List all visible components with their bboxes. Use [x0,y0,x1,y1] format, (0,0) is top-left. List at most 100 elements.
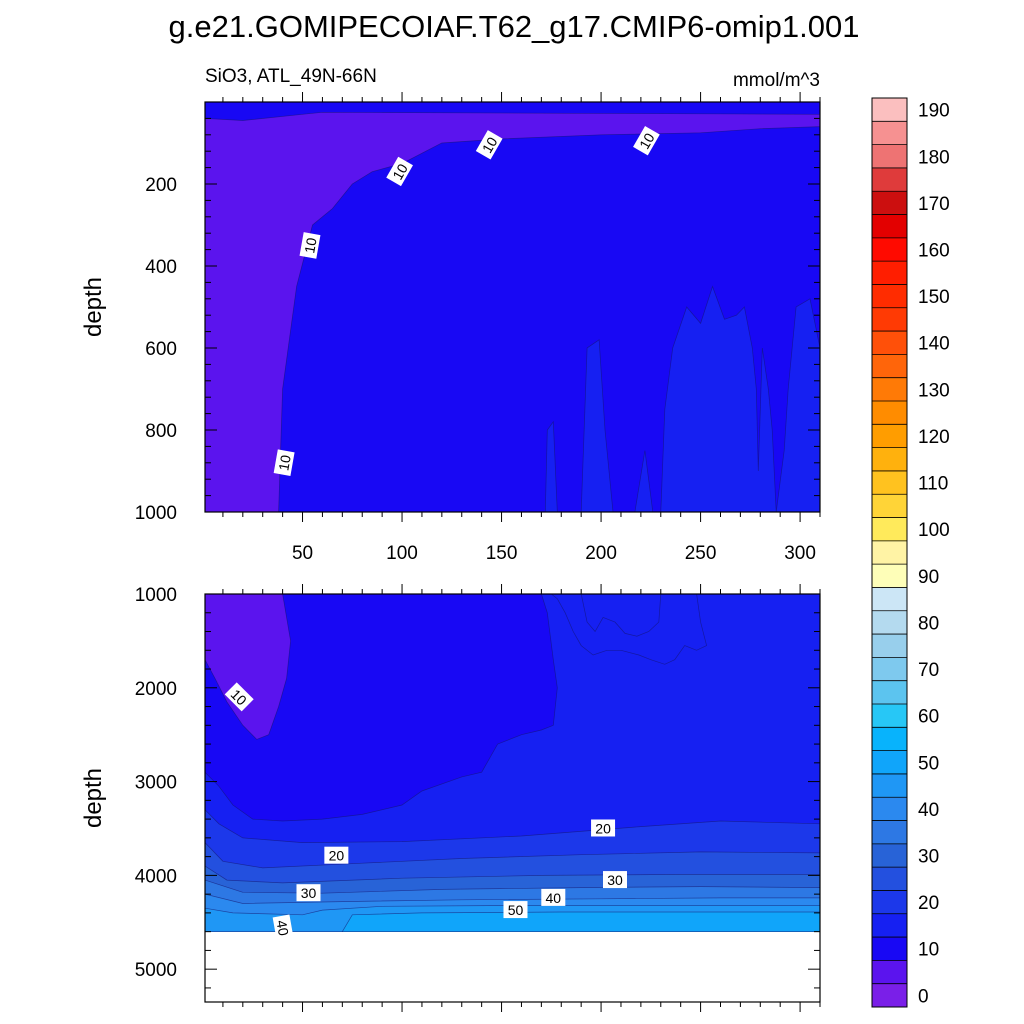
colorbar-label: 90 [918,567,939,588]
colorbar-box [872,890,907,915]
colorbar-box [872,773,907,798]
colorbar-label: 170 [918,194,950,215]
colorbar-label: 100 [918,520,950,541]
contour-label: 10 [273,449,295,477]
contour-label: 10 [299,232,321,259]
contour-label-box [475,130,503,160]
x-tick-label: 150 [486,543,518,564]
colorbar-frame [871,97,908,1008]
colorbar-label: 160 [918,241,950,262]
y-tick-label: 5000 [135,960,177,981]
colorbar-box [872,121,907,145]
contour-label-text: 20 [595,820,611,836]
contour-label-box [296,884,321,902]
colorbar-box [872,610,907,635]
contour-fill-15-20 [550,593,708,665]
contour-label: 10 [475,130,503,160]
plot-frame [204,593,821,1003]
contour-label-box [224,682,254,712]
contour-label: 10 [224,682,254,712]
x-tick-label: 100 [386,543,418,564]
y-tick-label: 1000 [135,585,177,606]
contour-label: 10 [386,156,413,187]
colorbar-box [872,354,907,378]
colorbar-box [872,261,907,285]
x-tick-label: 50 [292,543,313,564]
contour-label-text: 10 [479,134,501,156]
colorbar-box [872,214,907,239]
colorbar-label: 60 [918,707,939,728]
colorbar-box [872,191,907,215]
y-axis-label: depth [80,768,107,828]
contour-label-box [503,901,528,919]
contour-label-text: 10 [275,454,293,472]
colorbar-box [872,377,907,402]
colorbar-label: 190 [918,101,950,122]
colorbar-box [872,237,907,262]
y-tick-label: 200 [145,175,177,196]
contour-label-box [324,846,349,864]
contour-label-box [299,232,321,259]
contour-label-box [633,126,660,156]
colorbar-box [872,843,907,868]
lower-panel: 1000 2000 3000 4000 5000 depth 10 20 20 30 30 40 40 5… [80,584,821,1012]
colorbar-label: 10 [918,940,939,961]
colorbar-label: 70 [918,660,939,681]
colorbar-box [872,517,907,542]
contour-label: 20 [591,819,616,837]
contour-label-box [591,819,616,837]
contour-label: 30 [603,871,627,889]
colorbar-label: 130 [918,380,950,401]
colorbar-box [872,284,907,309]
colorbar-box [872,564,907,588]
colorbar-box [872,820,907,845]
y-tick-label: 4000 [135,866,177,887]
colorbar-box [872,144,907,169]
colorbar-box [872,307,907,332]
contour-label-box [272,914,294,942]
colorbar-box [872,797,907,821]
y-tick-label: 400 [145,257,177,278]
contour-fill-10-15 [204,593,558,822]
contour-fill-50-55 [341,911,821,933]
y-tick-label: 800 [145,421,177,442]
colorbar-box [872,634,907,658]
y-tick-label: 1000 [135,503,177,524]
contour-label-box [273,449,295,477]
colorbar-box [872,704,907,728]
contour-label-text: 10 [389,161,411,183]
colorbar-box [872,657,907,681]
colorbar-label: 30 [918,847,939,868]
colorbar-box [872,447,907,472]
contour-label-text: 50 [508,902,524,918]
contour-label: 20 [324,846,349,864]
contour-label-text: 20 [329,848,345,864]
chart-title: g.e21.GOMIPECOIAF.T62_g17.CMIP6-omip1.00… [169,9,860,44]
plot-frame [204,101,821,513]
colorbar: 0 10 20 30 40 50 60 70 80 90 100 110 120 130 140 150 160… [871,97,950,1008]
colorbar-box [872,494,907,518]
colorbar-label: 50 [918,753,939,774]
contour-fill-5-10 [204,111,821,513]
colorbar-label: 120 [918,427,950,448]
colorbar-box [872,424,907,448]
colorbar-label: 180 [918,147,950,168]
colorbar-box [872,540,907,565]
colorbar-label: 40 [918,800,939,821]
colorbar-label: 110 [918,474,948,495]
y-tick-label: 2000 [135,679,177,700]
units-label: mmol/m^3 [733,70,820,91]
upper-panel: 50 100 150 200 250 300 200 400 600 800 1000 depth 10… [80,92,821,564]
contour-label-box [603,871,627,889]
colorbar-box [872,98,907,122]
contour-label-text: 30 [301,885,317,901]
colorbar-box [872,983,907,1008]
contour-label-box [541,888,566,906]
colorbar-box [872,937,907,961]
contour-label: 50 [503,901,528,919]
contour-fill-15-20 [660,285,821,513]
contour-label-text: 10 [636,130,658,152]
colorbar-box [872,680,907,705]
contour-label-text: 30 [607,872,623,888]
